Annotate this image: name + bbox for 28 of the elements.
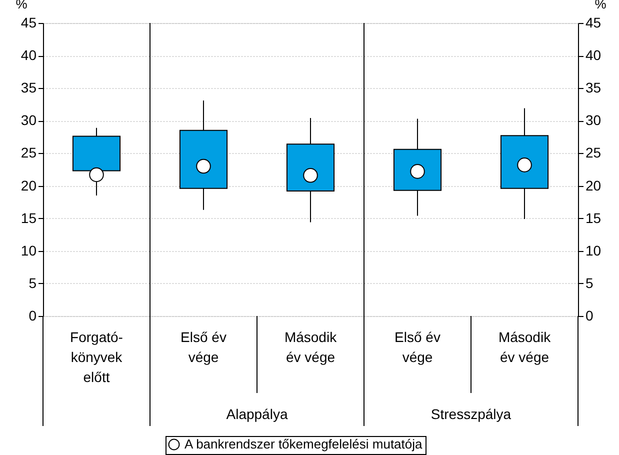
y-tick-label: 20: [20, 177, 37, 194]
y-tick-label: 0: [28, 308, 37, 324]
y-tick-label: 25: [20, 144, 37, 161]
y-tick-label: 30: [20, 112, 37, 128]
y2-tick-label: 10: [586, 242, 602, 258]
y-tick-label: 15: [20, 210, 37, 226]
y-tick-label: 5: [28, 274, 37, 291]
y2-tick-label: 15: [586, 210, 602, 226]
y-tick-label: 45: [20, 14, 37, 30]
y2-tick-label: 20: [586, 177, 602, 194]
y2-tick-label: 30: [586, 112, 602, 128]
y-tick-label: 35: [20, 80, 37, 96]
y2-tick-label: 45: [586, 14, 602, 30]
y-tick-label: 10: [20, 242, 37, 258]
y-tick-label: 40: [20, 47, 37, 64]
text: Alappálya: [226, 406, 288, 422]
legend-label: A bankrendszer tőkemegfelelési mutatója: [184, 436, 424, 452]
y2-tick-label: 5: [586, 274, 594, 291]
x-tick-label: Második év vége: [284, 329, 338, 365]
y2-tick-label: 25: [586, 144, 602, 161]
y2-tick-label: 35: [586, 80, 602, 96]
y2-tick-label: 0: [586, 308, 594, 324]
text: Stresszpálya: [430, 406, 512, 422]
x-tick-label: Első év vége: [394, 329, 440, 365]
y2-tick-label: 40: [586, 47, 602, 64]
x-tick-label: Forgató-könyvek előtt: [70, 329, 124, 385]
x-tick-label: Első év vége: [180, 329, 226, 365]
x-tick-label: Második év vége: [498, 329, 552, 365]
